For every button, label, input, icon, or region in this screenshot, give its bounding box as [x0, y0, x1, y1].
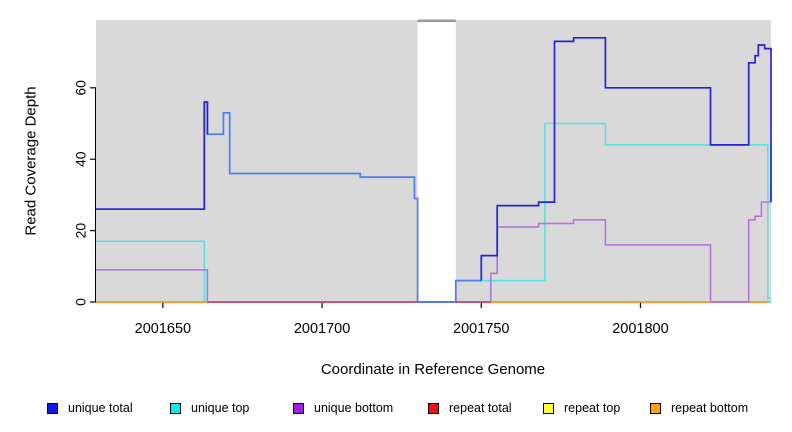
legend-swatch-repeat-bottom — [650, 402, 661, 414]
x-tick-label: 2001650 — [135, 321, 191, 337]
legend-item-unique-bottom: unique bottom — [293, 399, 393, 417]
legend-item-unique-total: unique total — [47, 399, 133, 417]
series-unique-total-dark-segment-b- — [480, 36, 772, 281]
legend-label: repeat total — [449, 401, 512, 415]
x-tick-label: 2001700 — [294, 321, 350, 337]
series-unique-total-dark-segment-a- — [96, 101, 209, 211]
legend-swatch-repeat-top — [543, 402, 554, 414]
gap-band-cap — [417, 19, 456, 23]
legend-swatch-repeat-total — [428, 402, 439, 414]
legend-item-repeat-top: repeat top — [543, 399, 620, 417]
legend-item-unique-top: unique top — [170, 399, 249, 417]
legend-swatch-unique-total — [47, 402, 58, 414]
legend: unique total unique top unique bottom repea… — [0, 399, 792, 421]
y-tick-label: 0 — [73, 298, 89, 306]
y-axis-title: Read Coverage Depth — [22, 86, 40, 236]
y-tick-label: 60 — [73, 80, 89, 96]
x-axis-title: Coordinate in Reference Genome — [320, 361, 546, 378]
legend-label: repeat bottom — [671, 401, 749, 415]
legend-swatch-unique-top — [170, 402, 181, 414]
legend-label: unique bottom — [314, 401, 394, 415]
legend-swatch-unique-bottom — [293, 402, 304, 414]
y-tick-label: 20 — [73, 223, 89, 239]
legend-label: repeat top — [564, 401, 621, 415]
legend-label: unique top — [191, 401, 250, 415]
x-tick-label: 2001800 — [612, 321, 668, 337]
series-unique-bottom — [96, 201, 771, 303]
gap-band — [417, 20, 456, 302]
legend-item-repeat-total: repeat total — [428, 399, 512, 417]
x-tick-label: 2001750 — [453, 321, 509, 337]
legend-label: unique total — [68, 401, 133, 415]
y-tick-label: 40 — [73, 151, 89, 167]
legend-item-repeat-bottom: repeat bottom — [650, 399, 748, 417]
